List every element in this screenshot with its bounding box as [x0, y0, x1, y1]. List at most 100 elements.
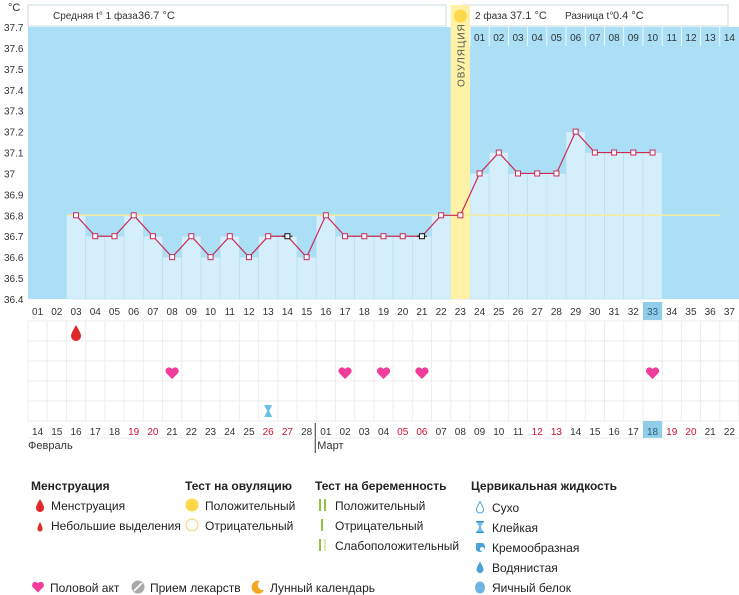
pregnancy-weak-positive-icon	[319, 539, 326, 551]
ovulation-band	[450, 5, 470, 299]
calendar-date-label: 15	[589, 427, 601, 438]
temp-bar	[200, 256, 221, 300]
temp-bar	[527, 173, 548, 300]
temp-point	[73, 212, 80, 219]
cycle-day-label: 29	[570, 307, 582, 318]
cycle-day-label: 25	[493, 307, 505, 318]
temp-bar	[258, 235, 279, 300]
current-date-highlight	[642, 421, 663, 438]
temp-bar	[354, 235, 375, 300]
cycle-day-label: 19	[378, 307, 390, 318]
legend-cervical-watery: Водянистая	[492, 561, 558, 575]
pregnancy-positive-icon	[319, 499, 326, 511]
calendar-date-label: 18	[109, 427, 121, 438]
calendar-date-label: 20	[685, 427, 697, 438]
phase2-day-label: 07	[589, 33, 601, 44]
calendar-date-label: 25	[243, 427, 255, 438]
calendar-date-label: 19	[666, 427, 678, 438]
cycle-day-label: 06	[128, 307, 140, 318]
temp-bar	[488, 152, 509, 300]
temp-bar	[104, 235, 125, 300]
temp-point	[226, 233, 233, 240]
ovulation-label: ОВУЛЯЦИЯ	[456, 23, 467, 87]
intercourse-heart-icon	[645, 367, 660, 379]
legend-menstruation-item: Менструация	[51, 499, 126, 513]
temp-bar	[584, 152, 605, 300]
calendar-date-label: 06	[416, 427, 428, 438]
legend-menstruation-title: Менструация	[31, 479, 110, 493]
cycle-day-label: 36	[705, 307, 717, 318]
cervical-watery-icon	[476, 561, 484, 573]
ovulation-sun-icon	[453, 9, 467, 23]
temp-bar	[315, 215, 336, 300]
temp-bar	[508, 173, 528, 300]
temp-point	[284, 233, 291, 240]
phase2-day-label: 03	[512, 33, 524, 44]
temp-point	[591, 149, 598, 156]
y-tick-label: 36.9	[4, 190, 24, 201]
cycle-day-label: 37	[724, 307, 736, 318]
calendar-date-label: 18	[647, 427, 659, 438]
temp-bar	[412, 235, 432, 300]
legend-intercourse: Половой акт	[50, 581, 120, 595]
temp-point	[245, 254, 252, 261]
y-tick-label: 37.7	[4, 23, 24, 34]
temp-point	[265, 233, 272, 240]
temp-bar	[392, 235, 413, 300]
cycle-day-label: 04	[90, 307, 102, 318]
cycle-day-label: 09	[186, 307, 198, 318]
cycle-day-label: 11	[225, 307, 236, 318]
calendar-date-label: 16	[70, 427, 82, 438]
calendar-date-label: 02	[340, 427, 352, 438]
cycle-day-label: 17	[340, 307, 352, 318]
legend-cervical-eggwhite: Яичный белок	[492, 581, 571, 595]
temp-point	[169, 254, 176, 261]
ovulation-negative-icon	[185, 518, 199, 532]
temp-bar	[373, 235, 394, 300]
calendar-date-label: 22	[724, 427, 736, 438]
phase2-day-label: 08	[609, 33, 621, 44]
calendar-date-label: 16	[609, 427, 621, 438]
cycle-day-label: 22	[436, 307, 448, 318]
cycle-day-label: 10	[205, 307, 217, 318]
cycle-day-label: 34	[666, 307, 678, 318]
y-tick-label: 36.6	[4, 253, 24, 264]
phase1-label: Средняя t° 1 фаза	[53, 10, 138, 22]
calendar-date-label: 26	[263, 427, 275, 438]
intercourse-heart-icon	[165, 367, 179, 379]
calendar-date-label: 22	[186, 427, 198, 438]
bbt-chart: °C Средняя t° 1 фаза 36.7 °C 2 фаза 37.1…	[4, 2, 739, 453]
legend-moon-calendar: Лунный календарь	[270, 581, 376, 595]
temp-bar	[277, 235, 298, 300]
temp-point	[534, 170, 541, 177]
calendar-date-label: 01	[320, 427, 332, 438]
calendar-date-label: 04	[378, 427, 390, 438]
temp-point	[149, 233, 156, 240]
cycle-day-label: 01	[32, 307, 44, 318]
temp-point	[630, 149, 637, 156]
cervical-creamy-icon	[476, 543, 485, 552]
cycle-day-label: 33	[647, 307, 659, 318]
cervical-dry-icon	[475, 500, 485, 514]
cycle-day-label: 03	[70, 307, 82, 318]
cycle-day-label: 12	[243, 307, 255, 318]
legend-spotting-item: Небольшие выделения	[51, 519, 181, 533]
cycle-day-label: 18	[359, 307, 371, 318]
temp-point	[207, 254, 214, 261]
cycle-day-label: 15	[301, 307, 313, 318]
temp-point	[399, 233, 406, 240]
cycle-day-label: 26	[512, 307, 524, 318]
temp-point	[188, 233, 195, 240]
calendar-date-label: 17	[628, 427, 640, 438]
pregnancy-negative-icon	[321, 519, 323, 531]
calendar-date-label: 13	[551, 427, 563, 438]
temp-bar	[604, 152, 625, 300]
calendar-date-label: 21	[705, 427, 717, 438]
temp-bar	[142, 235, 163, 300]
calendar-date-label: 15	[51, 427, 63, 438]
ovulation-positive-icon	[185, 498, 199, 512]
temp-bar	[546, 173, 567, 300]
temp-point	[553, 170, 560, 177]
phase2-day-label: 01	[474, 33, 486, 44]
temp-point	[418, 233, 425, 240]
